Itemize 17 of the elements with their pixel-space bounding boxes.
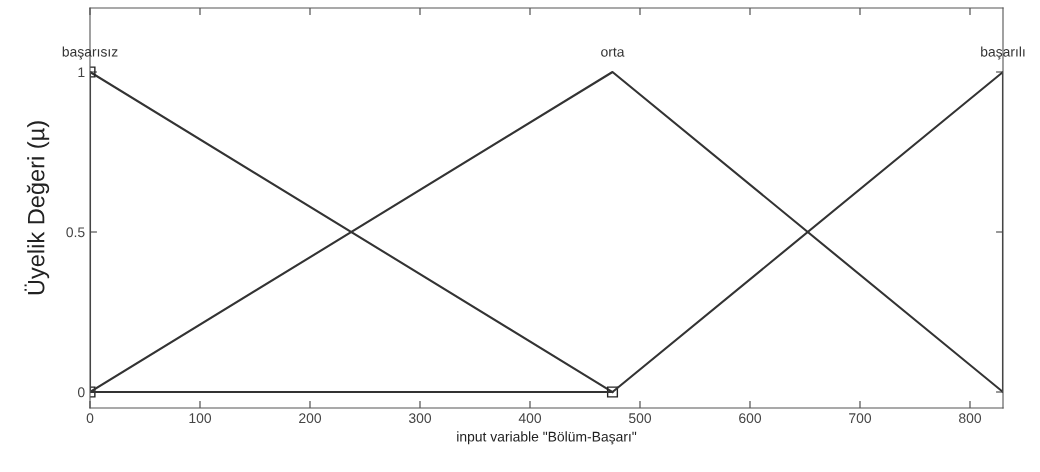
y-tick-label: 0 (77, 387, 85, 398)
series-label: başarılı (981, 46, 1025, 60)
y-tick-label: 1 (78, 67, 85, 78)
x-tick-label: 800 (959, 413, 982, 424)
x-axis-title: input variable "Bölüm-Başarı" (457, 431, 637, 445)
series-label: başarısız (62, 46, 118, 60)
x-tick-label: 600 (739, 413, 762, 424)
x-tick-label: 0 (86, 413, 94, 424)
x-tick-label: 300 (408, 413, 432, 424)
y-axis-title: Üyelik Değeri (µ) (24, 121, 50, 295)
x-tick-label: 400 (518, 413, 542, 424)
series-label: orta (601, 47, 625, 57)
x-tick-label: 100 (189, 413, 212, 424)
x-tick-label: 700 (849, 413, 872, 424)
x-tick-label: 500 (628, 413, 652, 424)
x-tick-label: 200 (299, 413, 322, 424)
y-tick-label: 0.5 (66, 227, 85, 238)
